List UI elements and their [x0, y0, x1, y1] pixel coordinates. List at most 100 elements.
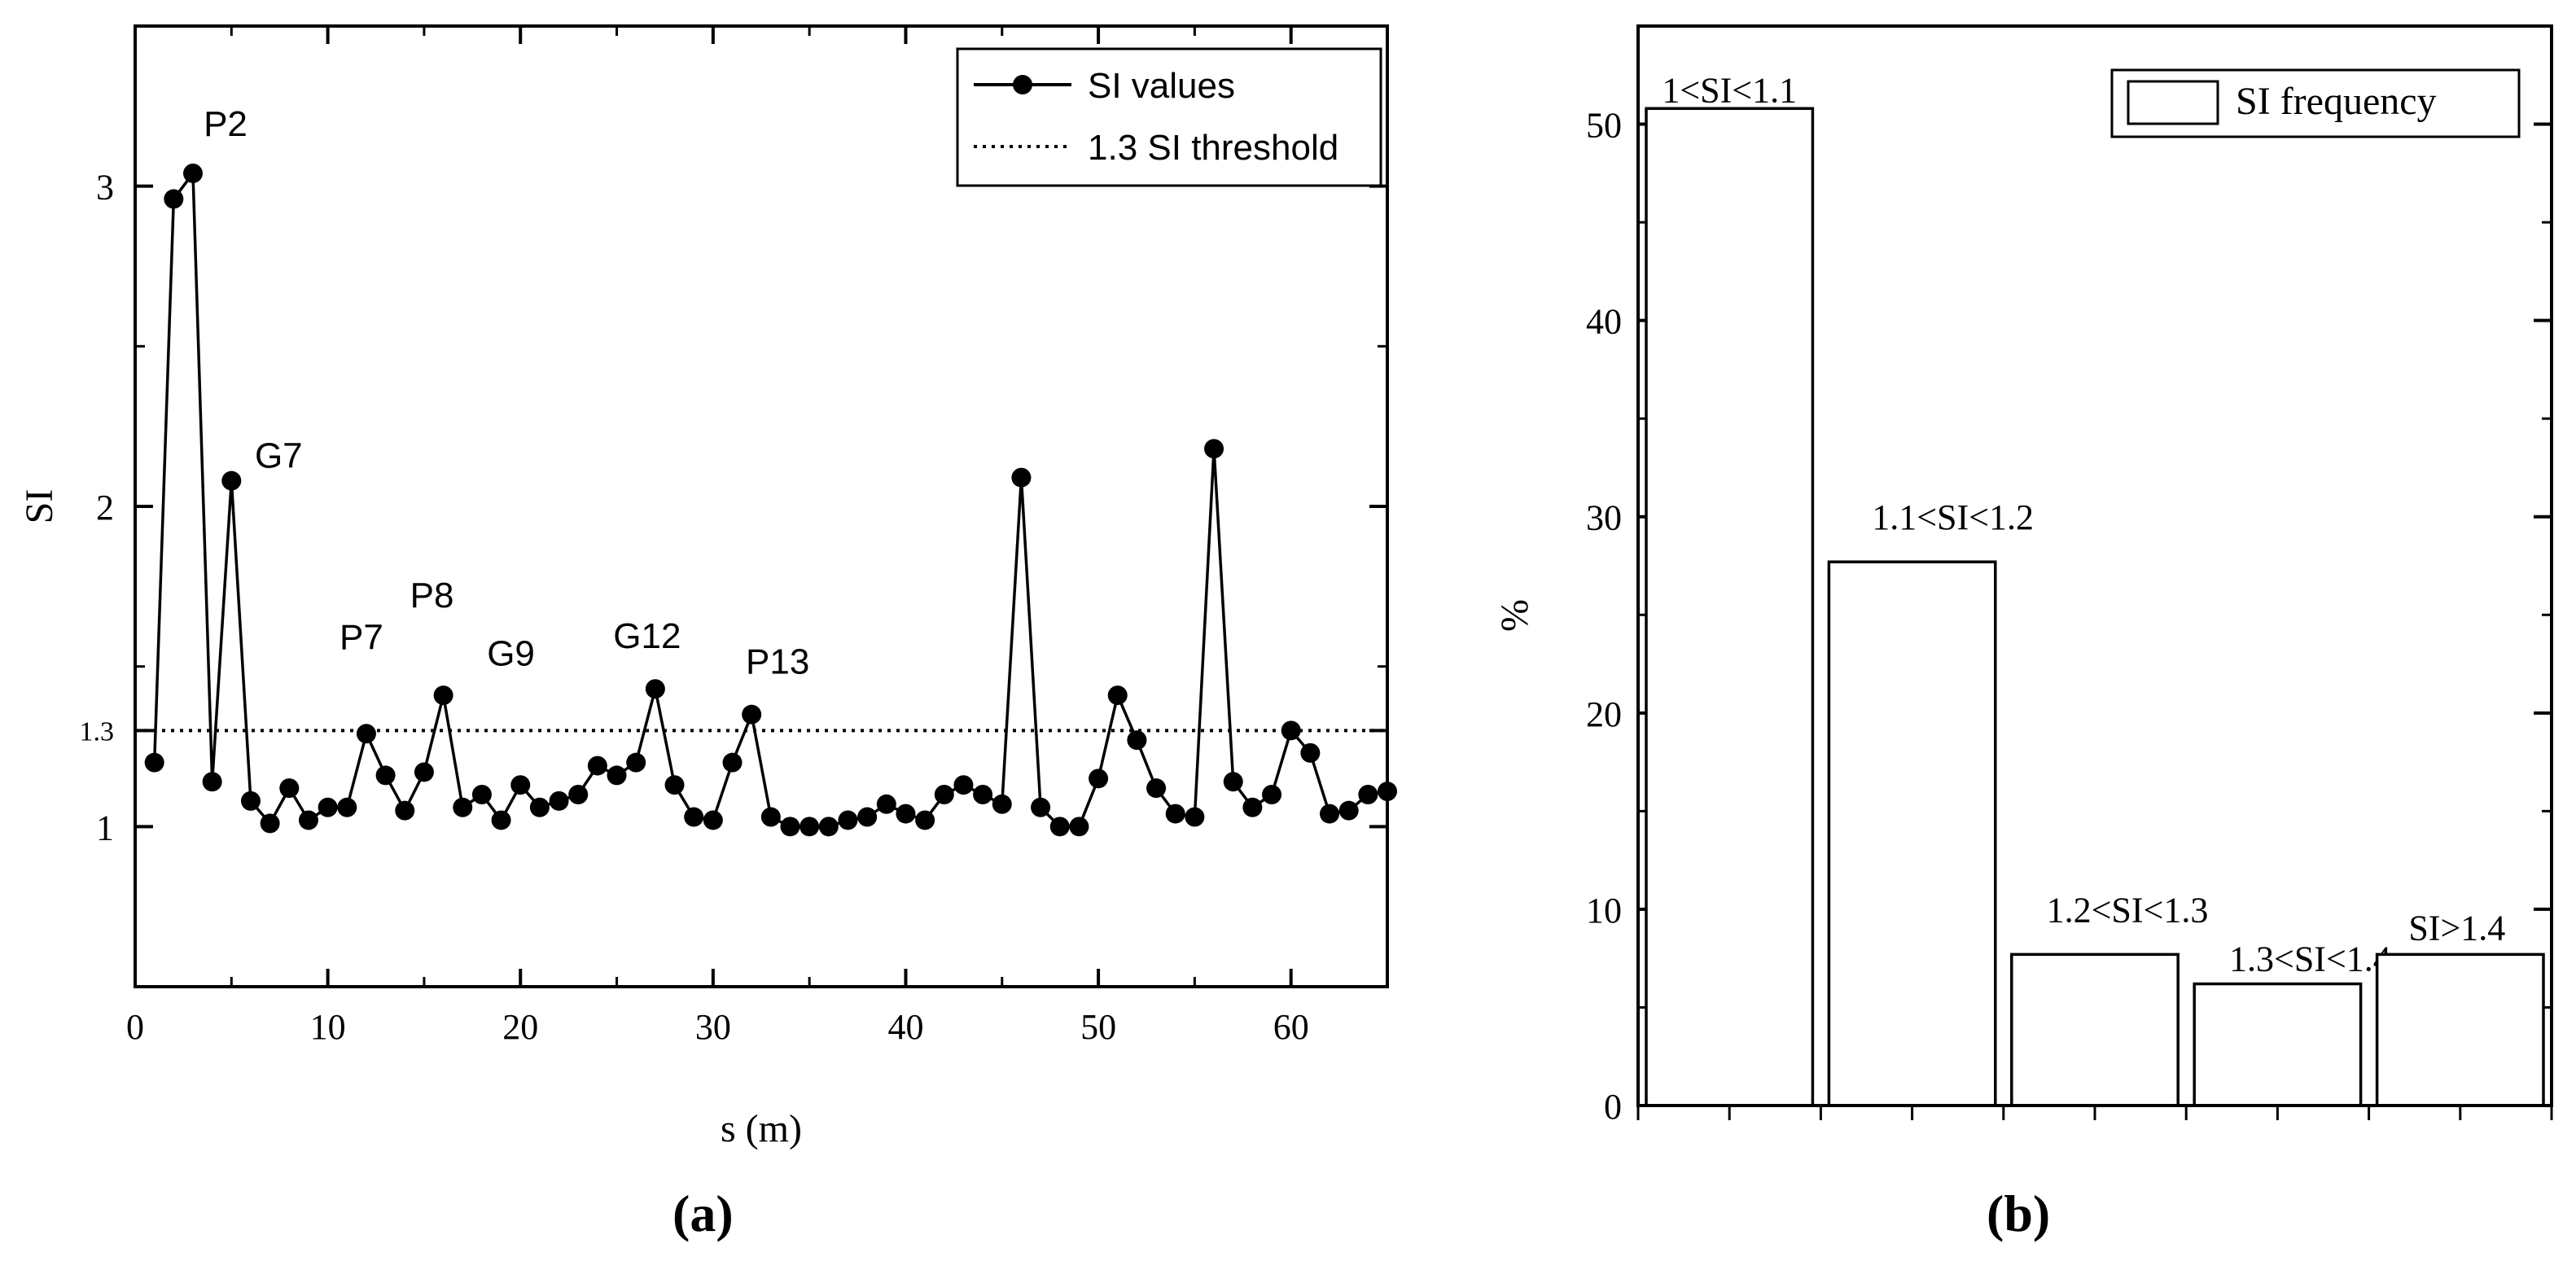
si-point	[164, 189, 184, 209]
si-point	[973, 785, 993, 804]
si-point	[1358, 785, 1378, 804]
bar-1	[1645, 107, 1815, 1107]
si-point	[876, 794, 896, 814]
chart-a-y-axis-label: SI	[18, 489, 61, 524]
si-point	[722, 752, 743, 773]
si-point	[433, 685, 453, 706]
bar-2	[1827, 560, 1997, 1107]
x-tick-label: 30	[695, 1007, 731, 1047]
panel-label-b: (b)	[1987, 1185, 2050, 1242]
x-tick-label: 40	[887, 1007, 923, 1047]
si-point	[182, 163, 203, 183]
b-y-tick-label: 40	[1586, 302, 1622, 342]
si-point	[1204, 439, 1224, 459]
si-point	[684, 807, 704, 827]
bar-5	[2375, 952, 2545, 1107]
x-tick-label: 60	[1273, 1007, 1309, 1047]
si-point	[896, 804, 916, 824]
si-point	[645, 679, 665, 699]
si-point	[1069, 817, 1089, 837]
si-point	[1223, 772, 1243, 792]
si-point	[1146, 778, 1167, 799]
chart-a: 0 10 20 30 40 50 60 1 1.3 2 3 P2 G7 P7 P8 G9 G12 P13 SI …	[18, 24, 1397, 1242]
si-point	[818, 817, 839, 837]
y-tick-label: 1	[96, 808, 114, 847]
si-point	[1049, 817, 1070, 837]
si-point	[337, 797, 357, 817]
x-tick-label: 50	[1080, 1007, 1116, 1047]
chart-a-legend: SI values 1.3 SI threshold	[956, 47, 1382, 187]
point-annotation: P7	[340, 617, 383, 657]
point-annotation: P13	[746, 642, 809, 682]
si-point	[1242, 797, 1263, 817]
chart-b-legend: SI frequency	[2110, 68, 2521, 138]
si-point	[915, 810, 935, 830]
si-point	[221, 471, 242, 491]
bar-category-label: 1<SI<1.1	[1662, 70, 1797, 110]
si-point	[953, 775, 974, 795]
si-point	[992, 794, 1012, 814]
chart-b-y-axis-label: %	[1493, 599, 1536, 632]
b-y-tick-label: 20	[1586, 694, 1622, 734]
point-annotation: G12	[613, 616, 681, 656]
chart-b-frame	[1636, 24, 2553, 1107]
si-point	[1011, 467, 1032, 488]
si-point	[1320, 804, 1340, 824]
si-point	[703, 810, 723, 830]
si-point	[414, 762, 434, 782]
si-point	[529, 797, 550, 817]
chart-b: 0 10 20 30 40 50 1<SI<1.1 1.1<SI<1.2 1.2<SI<1.3…	[1493, 24, 2553, 1242]
si-point	[587, 755, 607, 776]
legend-threshold-label: 1.3 SI threshold	[1088, 128, 1338, 168]
si-point	[857, 807, 878, 827]
legend-frequency-label: SI frequency	[2236, 80, 2437, 123]
si-point	[780, 817, 800, 837]
si-point	[279, 778, 300, 799]
b-y-tick-label: 50	[1586, 106, 1622, 146]
si-point	[607, 765, 627, 786]
si-point	[1107, 685, 1128, 706]
legend-frequency-swatch	[2127, 80, 2219, 125]
point-annotation: G9	[487, 633, 535, 673]
chart-a-x-axis-label: s (m)	[721, 1107, 802, 1150]
chart-a-frame	[134, 24, 1389, 988]
bar-category-label: SI>1.4	[2408, 908, 2505, 948]
si-point	[760, 807, 781, 827]
y-tick-label: 3	[96, 168, 114, 208]
b-y-tick-label: 30	[1586, 498, 1622, 538]
si-point	[1089, 769, 1109, 789]
si-point	[298, 810, 318, 830]
bar-category-label: 1.1<SI<1.2	[1872, 497, 2034, 537]
si-point	[742, 704, 762, 725]
si-point	[1338, 800, 1359, 821]
bar-category-label: 1.3<SI<1.4	[2229, 939, 2391, 979]
si-point	[240, 790, 261, 811]
si-point	[318, 797, 338, 817]
si-point	[1165, 804, 1185, 824]
si-point	[453, 797, 473, 817]
si-point	[1185, 807, 1205, 827]
si-point	[260, 813, 280, 834]
si-point	[934, 785, 954, 804]
legend-si-values-label: SI values	[1088, 66, 1235, 106]
x-tick-label: 20	[502, 1007, 538, 1047]
point-annotation: P8	[410, 576, 454, 615]
point-annotation: P2	[204, 104, 248, 144]
si-point	[510, 775, 531, 795]
si-point	[626, 752, 646, 773]
x-tick-label: 0	[126, 1007, 144, 1047]
x-tick-label: 10	[310, 1007, 346, 1047]
si-point	[1281, 720, 1301, 741]
panel-label-a: (a)	[672, 1185, 734, 1242]
si-point	[1127, 730, 1147, 751]
si-point	[664, 775, 685, 795]
si-point	[491, 810, 511, 830]
si-point	[375, 765, 396, 786]
y-tick-label: 2	[96, 488, 114, 528]
si-point	[395, 800, 415, 821]
legend-si-marker	[1013, 75, 1032, 94]
si-point	[1031, 797, 1051, 817]
si-point	[471, 785, 492, 804]
bar-4	[2193, 982, 2363, 1107]
